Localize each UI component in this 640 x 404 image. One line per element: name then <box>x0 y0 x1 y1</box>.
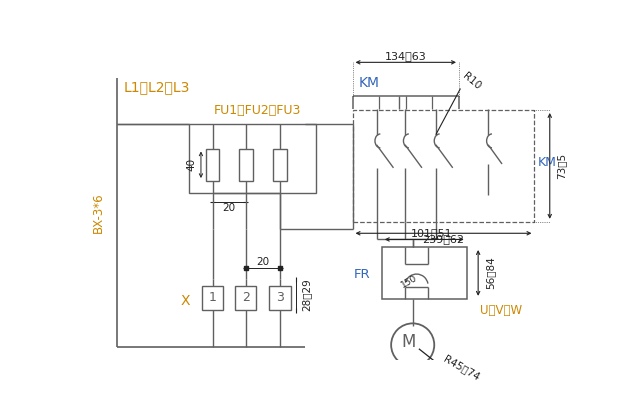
Text: U、V、W: U、V、W <box>481 304 523 317</box>
Text: FR: FR <box>353 267 370 281</box>
Text: 101，51: 101，51 <box>411 228 452 238</box>
Bar <box>239 149 253 181</box>
Text: X: X <box>181 294 190 308</box>
Text: KM: KM <box>359 76 380 90</box>
Text: 2: 2 <box>242 291 250 305</box>
Text: 239，62: 239，62 <box>422 234 465 244</box>
Bar <box>382 247 467 299</box>
Text: 28，29: 28，29 <box>302 278 312 311</box>
Text: R45，74: R45，74 <box>442 354 481 382</box>
Text: R10: R10 <box>461 71 483 92</box>
Bar <box>235 286 257 310</box>
Text: 40: 40 <box>186 158 196 171</box>
Text: BX-3*6: BX-3*6 <box>92 192 105 233</box>
Bar <box>269 286 291 310</box>
Bar <box>273 149 287 181</box>
Text: FU1、FU2、FU3: FU1、FU2、FU3 <box>214 104 301 117</box>
Text: L1、L2、L3: L1、L2、L3 <box>124 80 190 94</box>
Text: 20: 20 <box>257 257 269 267</box>
Text: 134，63: 134，63 <box>385 51 427 61</box>
Bar <box>202 286 223 310</box>
Text: 1: 1 <box>209 291 216 305</box>
Text: 73，5: 73，5 <box>556 153 566 179</box>
Text: M: M <box>402 333 416 351</box>
Text: 3: 3 <box>276 291 284 305</box>
Bar <box>205 149 220 181</box>
Bar <box>189 124 316 193</box>
Text: 20: 20 <box>223 203 236 213</box>
Bar <box>353 110 534 222</box>
Text: 150: 150 <box>399 274 419 290</box>
Text: KM: KM <box>538 156 556 169</box>
Text: 56，84: 56，84 <box>485 257 495 289</box>
